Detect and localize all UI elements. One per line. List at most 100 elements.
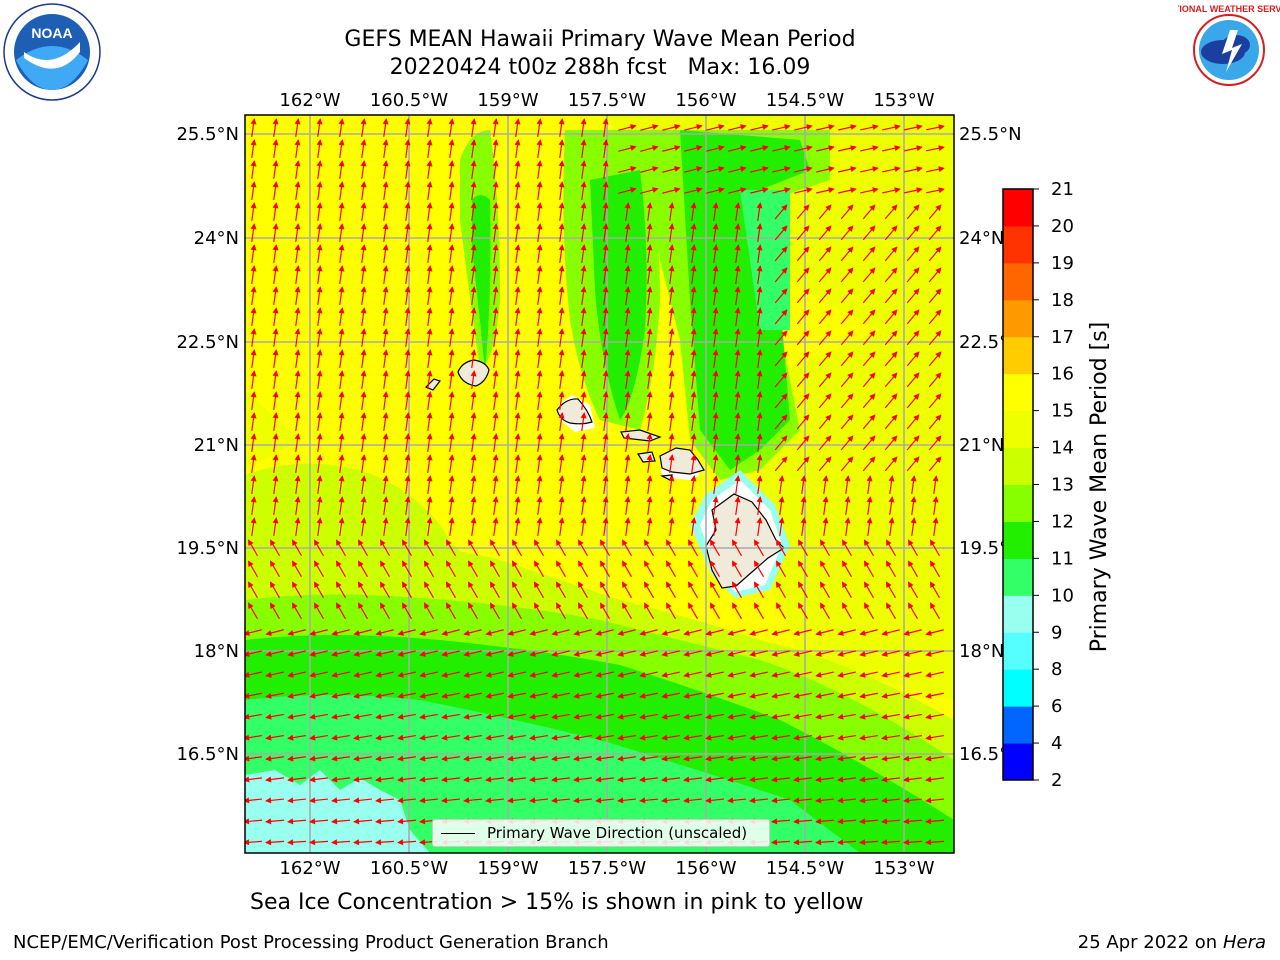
wave-arrow <box>749 629 768 636</box>
wave-arrow <box>511 581 523 599</box>
wave-arrow <box>489 560 501 578</box>
wave-arrow <box>573 671 592 678</box>
wave-arrow <box>794 166 813 173</box>
wave-arrow <box>881 734 900 741</box>
wave-arrow <box>734 223 741 242</box>
wave-arrow <box>272 265 279 284</box>
wave-arrow <box>646 307 653 326</box>
wave-arrow <box>602 286 609 305</box>
wave-arrow <box>818 372 832 388</box>
wave-arrow <box>272 160 279 179</box>
wave-arrow <box>668 433 675 452</box>
wave-arrow <box>580 286 587 305</box>
wave-arrow <box>661 734 680 741</box>
wave-arrow <box>684 124 703 131</box>
wave-arrow <box>382 265 389 284</box>
wave-arrow <box>793 650 812 657</box>
wave-arrow <box>841 560 853 578</box>
colorbar-segment <box>1003 669 1033 707</box>
wave-arrow <box>558 223 565 242</box>
wave-arrow <box>928 267 942 283</box>
wave-arrow <box>265 692 284 699</box>
wave-arrow <box>382 286 389 305</box>
wave-arrow <box>245 692 262 699</box>
wave-arrow <box>309 671 328 678</box>
wave-arrow <box>485 734 504 741</box>
wave-arrow <box>580 328 587 347</box>
wave-arrow <box>419 650 438 657</box>
wave-arrow <box>558 349 565 368</box>
colorbar-segment <box>1003 189 1033 227</box>
wave-arrow <box>797 539 809 557</box>
wave-arrow <box>353 776 373 783</box>
wave-arrow <box>445 539 457 557</box>
wave-arrow <box>928 204 942 220</box>
lat-tick-right: 18°N <box>959 641 1004 662</box>
wave-arrow <box>885 602 897 620</box>
wave-arrow <box>577 602 589 620</box>
wave-arrow <box>884 330 898 346</box>
wave-arrow <box>925 713 944 720</box>
wave-arrow <box>750 166 769 173</box>
wave-arrow <box>507 650 526 657</box>
wave-arrow <box>335 581 347 599</box>
wave-arrow <box>514 286 521 305</box>
colorbar-segment <box>1003 225 1033 264</box>
wave-arrow <box>888 517 895 536</box>
wave-arrow <box>793 818 813 825</box>
wave-arrow <box>794 145 813 152</box>
wave-arrow <box>705 797 725 804</box>
wave-arrow <box>555 560 567 578</box>
wave-arrow <box>338 202 345 221</box>
wave-arrow <box>551 734 570 741</box>
wave-arrow <box>837 713 856 720</box>
wave-arrow <box>818 435 832 451</box>
wave-arrow <box>756 517 763 536</box>
wave-arrow <box>771 755 790 762</box>
lat-tick-left: 22.5°N <box>176 332 239 353</box>
wave-arrow <box>250 349 257 368</box>
wave-arrow <box>925 692 944 699</box>
wave-arrow <box>551 755 570 762</box>
wave-arrow <box>617 692 636 699</box>
wave-arrow <box>338 370 345 389</box>
colorbar-tick-label: 21 <box>1051 179 1074 200</box>
wave-arrow <box>617 734 636 741</box>
wave-arrow <box>793 671 812 678</box>
wave-arrow <box>360 160 367 179</box>
wave-arrow <box>884 414 898 430</box>
wave-arrow <box>771 629 790 636</box>
wave-arrow <box>624 349 631 368</box>
wave-arrow <box>492 307 499 326</box>
wave-arrow <box>734 307 741 326</box>
wave-arrow <box>712 244 719 263</box>
wave-arrow <box>903 755 922 762</box>
wave-arrow <box>558 307 565 326</box>
wave-arrow <box>269 560 281 578</box>
wave-arrow <box>514 454 521 473</box>
wave-arrow <box>580 160 587 179</box>
wave-arrow <box>684 145 703 152</box>
colorbar: 2 4 6 8 9 10 11 12 13 14 15 16 17 18 19 20 21 <box>1002 179 1074 791</box>
wave-arrow <box>775 581 787 599</box>
wave-arrow <box>331 839 351 846</box>
wave-arrow <box>492 118 499 137</box>
wave-arrow <box>617 797 637 804</box>
wave-arrow <box>338 139 345 158</box>
wave-arrow <box>470 370 477 389</box>
wave-arrow <box>401 602 413 620</box>
wave-arrow <box>881 671 900 678</box>
wave-arrow <box>375 629 394 636</box>
wave-arrow <box>756 370 763 389</box>
wave-arrow <box>774 309 788 325</box>
wave-arrow <box>881 755 900 762</box>
wave-arrow <box>709 581 721 599</box>
wave-arrow <box>818 204 832 220</box>
wave-arrow <box>728 166 747 173</box>
wave-arrow <box>862 372 876 388</box>
wave-arrow <box>621 581 633 599</box>
wave-arrow <box>929 581 941 599</box>
wave-arrow <box>928 225 942 241</box>
wave-arrow <box>470 286 477 305</box>
